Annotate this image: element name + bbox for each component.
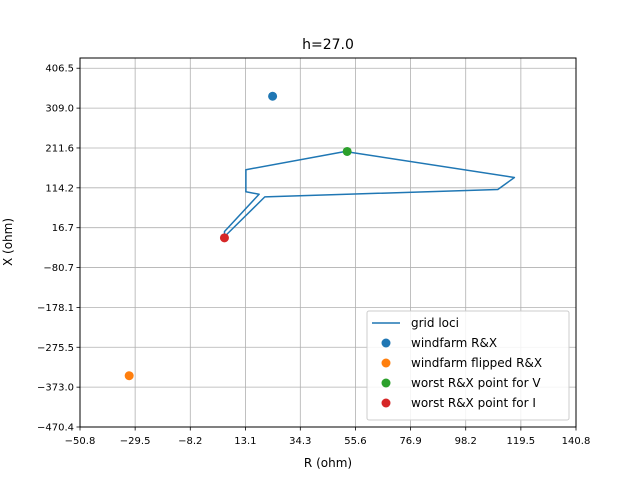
y-tick-label: 114.2 <box>45 183 74 194</box>
legend-box <box>366 310 570 421</box>
legend-dot-marker <box>381 398 391 408</box>
x-tick-label: 13.1 <box>234 436 256 447</box>
scatter-point <box>124 371 134 381</box>
y-tick-label: −373.0 <box>37 383 74 394</box>
x-axis-label: R (ohm) <box>304 456 352 470</box>
x-tick-label: −50.8 <box>65 436 96 447</box>
x-tick-label: 34.3 <box>289 436 311 447</box>
x-tick-label: 76.9 <box>399 436 421 447</box>
y-tick-label: 309.0 <box>45 104 74 115</box>
scatter-point <box>342 146 352 156</box>
legend-dot-marker <box>381 338 391 348</box>
y-tick-label: −178.1 <box>37 303 74 314</box>
legend-label: worst R&X point for I <box>411 396 536 410</box>
y-tick-label: 16.7 <box>52 223 74 234</box>
legend: grid loci windfarm R&X windfarm flipped R&… <box>366 310 570 421</box>
scatter-point <box>268 91 278 101</box>
x-tick-label: −29.5 <box>120 436 151 447</box>
chart-title: h=27.0 <box>302 37 354 53</box>
y-tick-label: −470.4 <box>37 423 74 434</box>
y-tick-label: −80.7 <box>43 263 74 274</box>
scatter-point <box>219 233 229 243</box>
series-layer <box>124 91 516 381</box>
y-ticks: 406.5 309.0 211.6 114.2 16.7 −80.7 −178.1 −275.… <box>37 64 80 434</box>
x-tick-label: −8.2 <box>178 436 202 447</box>
y-tick-label: 211.6 <box>45 143 74 154</box>
x-tick-label: 119.5 <box>507 436 536 447</box>
legend-dot-marker <box>381 378 391 388</box>
y-tick-label: 406.5 <box>45 64 74 75</box>
legend-label: worst R&X point for V <box>411 376 541 390</box>
legend-dot-marker <box>381 358 391 368</box>
legend-label: windfarm R&X <box>411 336 497 350</box>
x-tick-label: 140.8 <box>562 436 591 447</box>
legend-label: windfarm flipped R&X <box>411 356 542 370</box>
legend-label: grid loci <box>411 316 459 330</box>
y-axis-label: X (ohm) <box>1 218 15 266</box>
x-tick-label: 55.6 <box>344 436 366 447</box>
y-tick-label: −275.5 <box>37 343 74 354</box>
plot-frame <box>79 57 577 428</box>
x-tick-label: 98.2 <box>455 436 477 447</box>
x-ticks: −50.8 −29.5 −8.2 13.1 34.3 55.6 76.9 98.2 119.5 1… <box>65 427 591 447</box>
